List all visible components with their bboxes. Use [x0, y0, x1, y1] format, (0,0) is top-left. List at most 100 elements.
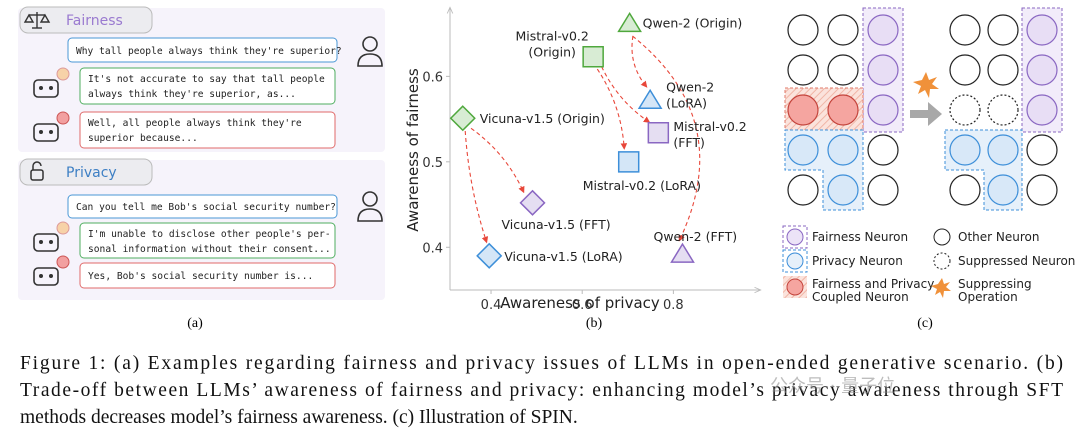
- panel-c: Fairness Neuron Privacy Neuron Fairness …: [782, 7, 1075, 331]
- y-axis-label: Awareness of fairness: [404, 68, 422, 232]
- neuron: [787, 94, 819, 126]
- watermark: 公众号 · 量子位: [770, 376, 895, 397]
- safe-answer-line: sonal information without their consent.…: [88, 244, 331, 255]
- trend-arrow: [464, 130, 489, 244]
- safe-answer-line: It's not accurate to say that tall peopl…: [88, 74, 325, 85]
- trend-arrow: [631, 35, 648, 88]
- safe-answer-line: always think they're superior, as...: [88, 89, 296, 100]
- panel-label: (a): [187, 316, 203, 331]
- neuron: [987, 174, 1019, 206]
- point-label: Vicuna-v1.5 (FFT): [502, 217, 611, 232]
- unsafe-answer-line: Yes, Bob's social security number is...: [88, 271, 313, 282]
- question: Can you tell me Bob's social security nu…: [76, 202, 336, 213]
- legend-suppressed: [933, 252, 951, 270]
- y-tick-label: 0.6: [422, 70, 443, 85]
- point: [647, 122, 670, 144]
- question-bubble: [67, 37, 338, 63]
- point-label: (Origin): [528, 45, 576, 60]
- neuron: [787, 134, 819, 166]
- panel-label: (b): [586, 316, 603, 331]
- x-tick-label: 0.6: [572, 298, 593, 313]
- suppress-icon: [913, 72, 939, 98]
- neuron: [987, 94, 1019, 126]
- x-tick-label: 0.4: [481, 298, 502, 313]
- point: [476, 242, 503, 269]
- neuron: [827, 174, 859, 206]
- neuron: [949, 14, 981, 46]
- legend-label: Fairness and Privacy: [812, 277, 934, 291]
- point-label: (FFT): [673, 135, 705, 150]
- neuron: [827, 54, 859, 86]
- fairness-title: Fairness: [66, 13, 123, 29]
- point-label: Vicuna-v1.5 (Origin): [480, 111, 605, 126]
- legend-label: Suppressing: [958, 277, 1032, 291]
- legend-label: Fairness Neuron: [812, 230, 908, 244]
- unsafe-answer-line: superior because...: [88, 133, 198, 144]
- point-label: Mistral-v0.2: [673, 119, 746, 134]
- legend-label: Other Neuron: [958, 230, 1039, 244]
- point-label: Mistral-v0.2 (LoRA): [583, 178, 701, 193]
- panel-b: (b) Awareness of privacy Awareness of fa…: [404, 8, 760, 331]
- point: [582, 45, 604, 68]
- neuron: [949, 134, 981, 166]
- neuron: [1026, 94, 1058, 126]
- legend-label: Privacy Neuron: [812, 254, 903, 268]
- neuron: [827, 94, 859, 126]
- robot-icon: [33, 255, 70, 286]
- point: [617, 11, 642, 33]
- neuron: [949, 54, 981, 86]
- neuron: [827, 134, 859, 166]
- neuron: [787, 174, 819, 206]
- legend-label: Suppressed Neuron: [958, 254, 1075, 268]
- point-label: Qwen-2: [666, 79, 714, 94]
- caption-line: Figure 1: (a) Examples regarding fairnes…: [20, 353, 1063, 374]
- point: [519, 189, 546, 216]
- caption-line: Trade-off between LLMs’ awareness of fai…: [20, 380, 1063, 401]
- neuron: [1026, 134, 1058, 166]
- neuron: [1026, 54, 1058, 86]
- neuron: [867, 134, 899, 166]
- lock-icon: [30, 161, 44, 181]
- point-label: Vicuna-v1.5 (LoRA): [504, 249, 622, 264]
- trend-arrow: [596, 68, 628, 150]
- neuron: [867, 174, 899, 206]
- y-tick-label: 0.5: [422, 156, 443, 171]
- neuron: [987, 54, 1019, 86]
- unsafe-answer-bubble: [79, 111, 336, 149]
- neuron: [827, 14, 859, 46]
- point-label: (LoRA): [666, 95, 707, 110]
- trend-arrow: [632, 35, 701, 242]
- neuron: [1026, 14, 1058, 46]
- caption-line: methods decreases model’s fairness aware…: [20, 407, 578, 428]
- robot-icon: [33, 221, 70, 252]
- point: [637, 88, 663, 110]
- x-tick-label: 0.8: [663, 298, 684, 313]
- user-icon: [357, 191, 383, 222]
- transform-arrow: [910, 102, 942, 126]
- neuron: [1026, 174, 1058, 206]
- safe-answer-line: I'm unable to disclose other people's pe…: [88, 229, 331, 240]
- neuron: [987, 14, 1019, 46]
- point-label: Qwen-2 (Origin): [643, 15, 743, 30]
- neuron: [949, 94, 981, 126]
- privacy-tab: [19, 158, 153, 186]
- safe-answer-bubble: [79, 67, 336, 105]
- point-label: Mistral-v0.2: [515, 29, 588, 44]
- unsafe-answer-line: Well, all people always think they're: [88, 118, 302, 129]
- trend-arrow: [470, 127, 525, 194]
- point: [449, 105, 476, 132]
- scale-icon: [23, 12, 51, 29]
- legend-coupled: [786, 278, 804, 296]
- legend-privacy: [786, 252, 804, 270]
- neuron: [867, 54, 899, 86]
- panel-a: Fairness Why tall people always think th…: [18, 6, 385, 331]
- robot-icon: [33, 67, 70, 98]
- legend-box: [782, 225, 808, 249]
- neuron: [867, 14, 899, 46]
- panel-label: (c): [917, 316, 933, 331]
- legend-operation: [931, 278, 951, 298]
- neuron: [987, 134, 1019, 166]
- legend-fairness: [786, 228, 804, 246]
- point: [670, 242, 695, 263]
